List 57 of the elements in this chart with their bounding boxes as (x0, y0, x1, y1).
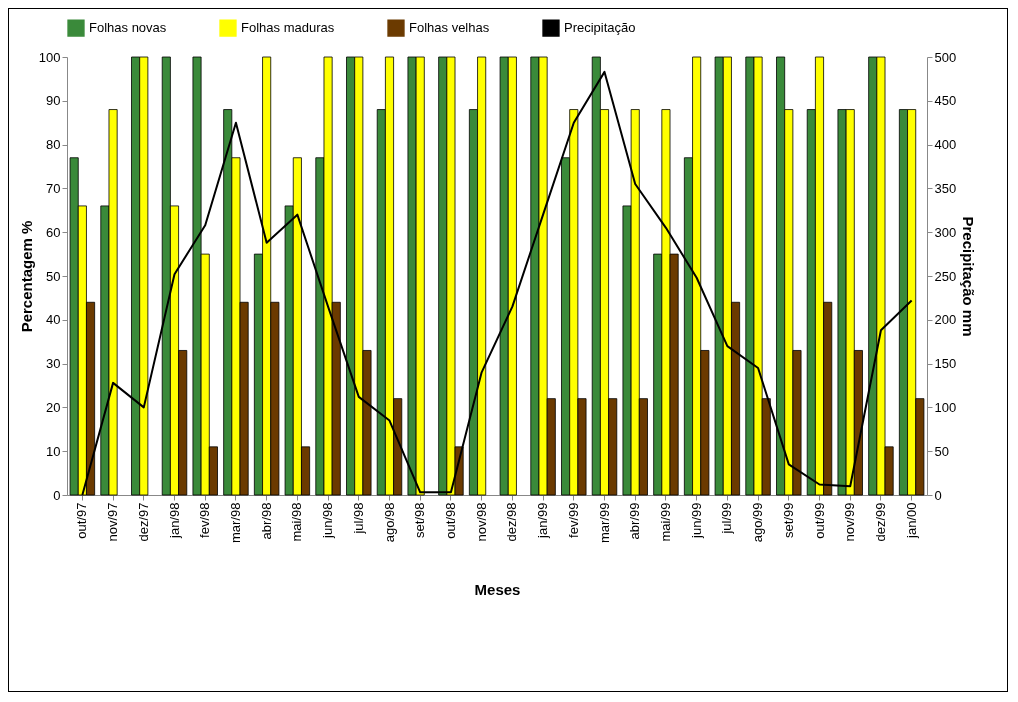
x-tick-label: out/97 (74, 502, 90, 539)
legend-label: Folhas novas (89, 20, 167, 36)
y2-tick-label: 150 (934, 356, 957, 372)
y-tick-label: 0 (53, 487, 61, 503)
y2-tick-label: 50 (934, 443, 949, 459)
legend-label: Folhas velhas (409, 20, 490, 36)
y-tick-label: 70 (46, 180, 61, 196)
x-tick-label: dez/97 (135, 502, 151, 542)
x-tick-label: nov/98 (473, 502, 489, 542)
y2-tick-label: 200 (934, 312, 957, 328)
legend-label: Precipitação (564, 20, 636, 36)
y2-tick-label: 0 (934, 487, 942, 503)
y2-tick-label: 450 (934, 93, 957, 109)
x-tick-label: dez/98 (504, 502, 520, 542)
y-tick-label: 30 (46, 356, 61, 372)
x-tick-label: nov/99 (842, 502, 858, 542)
x-tick-label: dez/99 (872, 502, 888, 542)
y-tick-label: 90 (46, 93, 61, 109)
y-tick-label: 40 (46, 312, 61, 328)
y-tick-label: 10 (46, 443, 61, 459)
x-tick-label: jun/99 (688, 502, 704, 539)
y-tick-label: 80 (46, 137, 61, 153)
x-tick-label: set/99 (780, 502, 796, 538)
x-tick-label: fev/99 (565, 502, 581, 538)
x-tick-label: out/99 (811, 502, 827, 539)
y-axis-title: Percentagem % (17, 220, 35, 333)
y2-tick-label: 400 (934, 137, 957, 153)
x-tick-label: jun/98 (320, 502, 336, 539)
x-tick-label: out/98 (442, 502, 458, 539)
y-tick-label: 50 (46, 268, 61, 284)
y2-tick-label: 100 (934, 399, 957, 415)
x-axis-title: Meses (474, 580, 521, 598)
y2-tick-label: 300 (934, 224, 957, 240)
x-tick-label: set/98 (412, 502, 428, 538)
x-tick-label: jan/99 (535, 502, 551, 539)
x-tick-label: abr/99 (627, 502, 643, 540)
x-tick-label: fev/98 (197, 502, 213, 538)
x-tick-label: mar/99 (596, 502, 612, 543)
y2-tick-label: 250 (934, 268, 957, 284)
x-tick-label: mai/98 (289, 502, 305, 542)
y2-tick-label: 350 (934, 180, 957, 196)
x-tick-label: ago/98 (381, 502, 397, 543)
legend-label: Folhas maduras (241, 20, 335, 36)
x-tick-label: jan/00 (903, 502, 919, 539)
y-tick-label: 100 (38, 49, 61, 65)
x-tick-label: jan/98 (166, 502, 182, 539)
x-tick-label: nov/97 (105, 502, 121, 542)
y2-axis-title: Precipitação mm (960, 216, 978, 337)
y2-tick-label: 500 (934, 49, 957, 65)
y-tick-label: 20 (46, 399, 61, 415)
x-tick-label: abr/98 (258, 502, 274, 540)
x-tick-label: jul/98 (350, 502, 366, 535)
x-tick-label: mai/99 (657, 502, 673, 542)
x-tick-label: ago/99 (750, 502, 766, 543)
x-tick-label: mar/98 (227, 502, 243, 543)
y-tick-label: 60 (46, 224, 61, 240)
x-tick-label: jul/99 (719, 502, 735, 535)
